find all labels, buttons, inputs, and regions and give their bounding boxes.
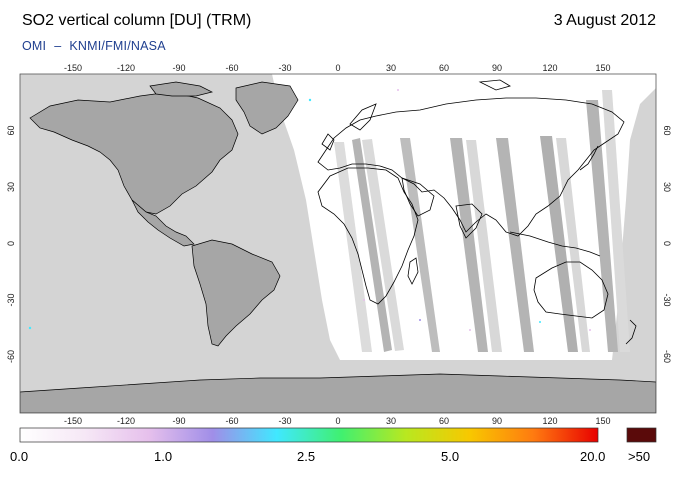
orbit-swath bbox=[540, 136, 578, 352]
tick-label: 120 bbox=[542, 63, 557, 73]
tick-label: -30 bbox=[278, 416, 291, 426]
indonesia bbox=[509, 231, 601, 257]
central-america bbox=[131, 199, 195, 247]
tick-label: 30 bbox=[386, 416, 396, 426]
colorbar-label: 5.0 bbox=[441, 449, 460, 464]
orbit-swath bbox=[602, 90, 630, 352]
tick-label: -90 bbox=[172, 63, 185, 73]
noise-speck bbox=[589, 329, 591, 331]
lat-ticks-left: 60 30 0 -30 -60 bbox=[6, 125, 16, 363]
colorbar-scale bbox=[19, 427, 599, 443]
tick-label: 60 bbox=[439, 416, 449, 426]
south-america bbox=[191, 239, 281, 347]
arctic-islands bbox=[149, 81, 214, 97]
colorbar-label: 1.0 bbox=[154, 449, 173, 464]
svalbard bbox=[478, 79, 511, 91]
land-gap bbox=[20, 81, 656, 413]
colorbar-label: 20.0 bbox=[580, 449, 606, 464]
tick-label: 60 bbox=[6, 125, 16, 135]
tick-label: -60 bbox=[6, 350, 16, 363]
orbit-swath bbox=[450, 138, 488, 352]
tick-label: -60 bbox=[225, 416, 238, 426]
tick-label: -30 bbox=[278, 63, 291, 73]
orbit-swath bbox=[352, 138, 392, 352]
colorbar-label: 0.0 bbox=[10, 449, 29, 464]
tick-label: 0 bbox=[6, 241, 16, 246]
colorbar-overflow-label: >50 bbox=[628, 449, 651, 464]
retrieval-noise bbox=[28, 89, 591, 331]
noise-speck bbox=[363, 299, 365, 301]
new-zealand bbox=[625, 319, 637, 345]
noise-speck bbox=[539, 321, 541, 323]
map-frame bbox=[19, 73, 657, 414]
tick-label: 30 bbox=[386, 63, 396, 73]
tick-label: 90 bbox=[492, 63, 502, 73]
land-observed bbox=[317, 79, 637, 345]
tick-label: 0 bbox=[662, 241, 672, 246]
tick-label: -30 bbox=[662, 293, 672, 306]
tick-label: 120 bbox=[542, 416, 557, 426]
australia bbox=[533, 261, 609, 319]
eurasia bbox=[317, 97, 625, 237]
tick-label: -60 bbox=[225, 63, 238, 73]
madagascar bbox=[407, 257, 419, 285]
greenland bbox=[235, 81, 299, 135]
tick-label: 60 bbox=[439, 63, 449, 73]
map-title: SO2 vertical column [DU] (TRM) bbox=[22, 12, 252, 29]
tick-label: -90 bbox=[172, 416, 185, 426]
india bbox=[455, 203, 483, 239]
orbit-swath bbox=[334, 142, 372, 352]
arabia bbox=[401, 177, 435, 217]
noise-speck bbox=[419, 319, 421, 321]
orbit-swath bbox=[466, 140, 502, 352]
tick-label: 90 bbox=[492, 416, 502, 426]
noise-speck bbox=[469, 329, 471, 331]
british-isles bbox=[321, 133, 335, 151]
tick-label: -30 bbox=[6, 293, 16, 306]
tick-label: -120 bbox=[117, 63, 135, 73]
japan bbox=[579, 145, 599, 171]
tick-label: -150 bbox=[64, 416, 82, 426]
orbit-swath bbox=[496, 138, 534, 352]
lon-ticks-bottom: -150 -120 -90 -60 -30 0 30 60 90 120 150 bbox=[64, 416, 611, 426]
antarctica bbox=[20, 373, 656, 413]
noise-speck bbox=[28, 326, 32, 330]
lat-ticks-right: 60 30 0 -30 -60 bbox=[662, 125, 672, 363]
tick-label: 150 bbox=[595, 416, 610, 426]
credit-institutions: KNMI/FMI/NASA bbox=[69, 39, 166, 53]
map-area bbox=[20, 74, 656, 413]
tick-label: -60 bbox=[662, 350, 672, 363]
tick-label: -120 bbox=[117, 416, 135, 426]
tick-label: 60 bbox=[662, 125, 672, 135]
tick-label: -150 bbox=[64, 63, 82, 73]
orbit-swath bbox=[400, 138, 440, 352]
noise-speck bbox=[308, 98, 312, 102]
orbit-swath bbox=[362, 139, 404, 351]
scandinavia bbox=[349, 103, 377, 131]
tick-label: 0 bbox=[335, 416, 340, 426]
orbit-gap-swaths bbox=[334, 90, 630, 352]
tick-label: 30 bbox=[662, 182, 672, 192]
credit-separator: – bbox=[54, 39, 62, 53]
north-america bbox=[29, 91, 239, 215]
tick-label: 150 bbox=[595, 63, 610, 73]
africa bbox=[317, 167, 419, 305]
tick-label: 0 bbox=[335, 63, 340, 73]
colorbar-label: 2.5 bbox=[297, 449, 316, 464]
map-date: 3 August 2012 bbox=[553, 12, 656, 29]
credit-instrument: OMI bbox=[22, 39, 47, 53]
credit-line: OMI – KNMI/FMI/NASA bbox=[22, 39, 166, 53]
colorbar-overflow-swatch bbox=[626, 427, 657, 443]
orbit-swath bbox=[586, 100, 618, 352]
tick-label: 30 bbox=[6, 182, 16, 192]
orbit-swath bbox=[556, 138, 590, 352]
noise-speck bbox=[397, 89, 399, 91]
lon-ticks-top: -150 -120 -90 -60 -30 0 30 60 90 120 150 bbox=[64, 63, 611, 73]
